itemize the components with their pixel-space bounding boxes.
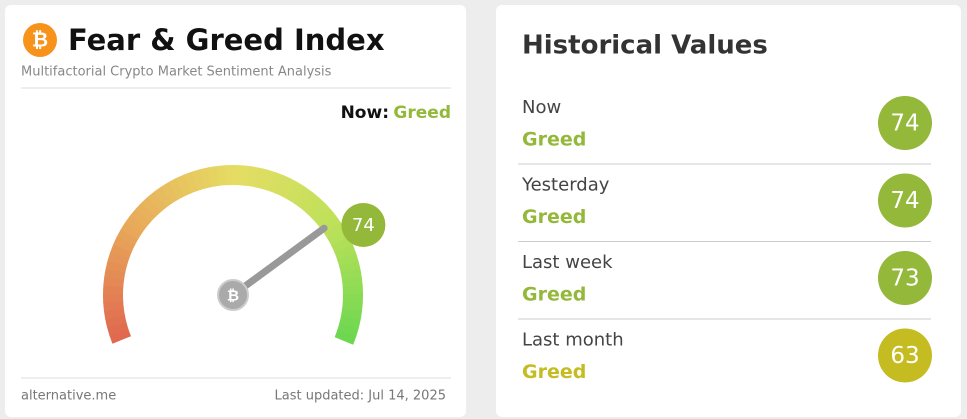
gauge-arc xyxy=(319,215,342,235)
gauge-arc xyxy=(261,169,276,192)
row-class: Greed xyxy=(522,284,586,306)
gauge-arc xyxy=(135,201,157,223)
gauge-arc xyxy=(216,165,227,186)
row-class: Greed xyxy=(522,361,586,383)
gauge-arc xyxy=(310,202,332,223)
gauge-arc xyxy=(254,167,268,189)
bitcoin-icon xyxy=(23,23,57,57)
gauge-arc xyxy=(340,308,363,321)
row-badge xyxy=(878,251,932,305)
gauge-arc xyxy=(334,329,357,345)
row-label: Last month xyxy=(522,330,624,351)
row-class: Greed xyxy=(522,206,586,228)
row-value: 73 xyxy=(890,266,919,292)
gauge-arc xyxy=(103,307,125,320)
gauge-arc xyxy=(113,235,136,253)
gauge-arc xyxy=(103,300,124,311)
gauge-arc xyxy=(141,196,162,218)
gauge-arc xyxy=(342,301,363,313)
row-badge xyxy=(878,173,932,228)
gauge-arc xyxy=(104,267,126,281)
gauge-arc xyxy=(116,228,139,246)
gauge-arc xyxy=(339,260,361,274)
gauge-arc xyxy=(274,174,292,197)
gauge-arc xyxy=(315,208,337,229)
gauge-arc xyxy=(105,259,128,273)
gauge-arc xyxy=(268,171,284,194)
row-class: Greed xyxy=(522,129,586,151)
gauge-arc xyxy=(293,186,313,209)
row-label: Now xyxy=(522,97,561,118)
history-rows: Now Greed 74 Yesterday Greed 74 Last week Greed… xyxy=(518,96,932,383)
gauge-arc xyxy=(336,252,359,267)
gauge: ₿ 74 xyxy=(103,164,386,345)
gauge-arc xyxy=(106,321,129,336)
gauge-arc xyxy=(287,182,306,204)
gauge-arc xyxy=(154,186,173,208)
gauge-arc xyxy=(161,181,180,204)
row-value: 63 xyxy=(890,343,919,369)
footer-source: alternative.me xyxy=(21,389,116,404)
gauge-arc xyxy=(199,167,213,189)
row-label: Yesterday xyxy=(521,175,610,196)
footer-updated: Last updated: Jul 14, 2025 xyxy=(275,389,447,404)
gauge-arc xyxy=(109,328,132,344)
gauge-arc xyxy=(247,166,260,188)
history-title: Historical Values xyxy=(522,31,768,61)
gauge-arc xyxy=(191,169,206,191)
row-label: Last week xyxy=(522,252,613,273)
gauge-arc xyxy=(327,229,350,247)
gauge-arc xyxy=(103,276,125,288)
bitcoin-symbol: ₿ xyxy=(32,28,48,52)
gauge-arc xyxy=(299,191,320,213)
row-badge xyxy=(878,328,932,383)
gauge-badge xyxy=(341,202,386,247)
gauge-arc xyxy=(281,178,299,201)
gauge-arc xyxy=(207,165,220,188)
gauge-arc xyxy=(125,214,147,234)
gauge-needle xyxy=(229,224,328,299)
gauge-arc xyxy=(120,221,143,240)
gauge-hub xyxy=(217,279,249,311)
gauge-arc xyxy=(110,243,133,260)
row-value: 74 xyxy=(890,111,919,137)
gauge-arc xyxy=(130,208,152,228)
gauge-arc xyxy=(147,190,168,213)
gauge-arc xyxy=(183,171,199,194)
gauge-arc xyxy=(340,268,362,281)
gauge-arc xyxy=(341,277,363,289)
title: Fear & Greed Index xyxy=(68,23,385,57)
gauge-arc xyxy=(337,322,359,337)
now-label: Now: xyxy=(341,103,389,123)
gauge-arc xyxy=(331,236,354,254)
row-badge xyxy=(878,96,932,150)
gauge-hub-icon: ₿ xyxy=(227,287,239,305)
gauge-arc xyxy=(339,315,361,329)
row-value: 74 xyxy=(890,188,919,214)
subtitle: Multifactorial Crypto Market Sentiment A… xyxy=(21,65,332,80)
gauge-arc xyxy=(107,251,130,266)
gauge-arc xyxy=(324,222,346,241)
history-card xyxy=(496,5,961,417)
gauge-arc xyxy=(175,174,193,197)
gauge-arc xyxy=(305,196,326,218)
gauge-arc xyxy=(168,177,186,200)
gauge-arc xyxy=(105,314,127,328)
now-class: Greed xyxy=(393,103,451,123)
gauge-value: 74 xyxy=(352,215,375,236)
gauge-arc xyxy=(334,244,357,261)
gauge-arc xyxy=(240,165,252,187)
